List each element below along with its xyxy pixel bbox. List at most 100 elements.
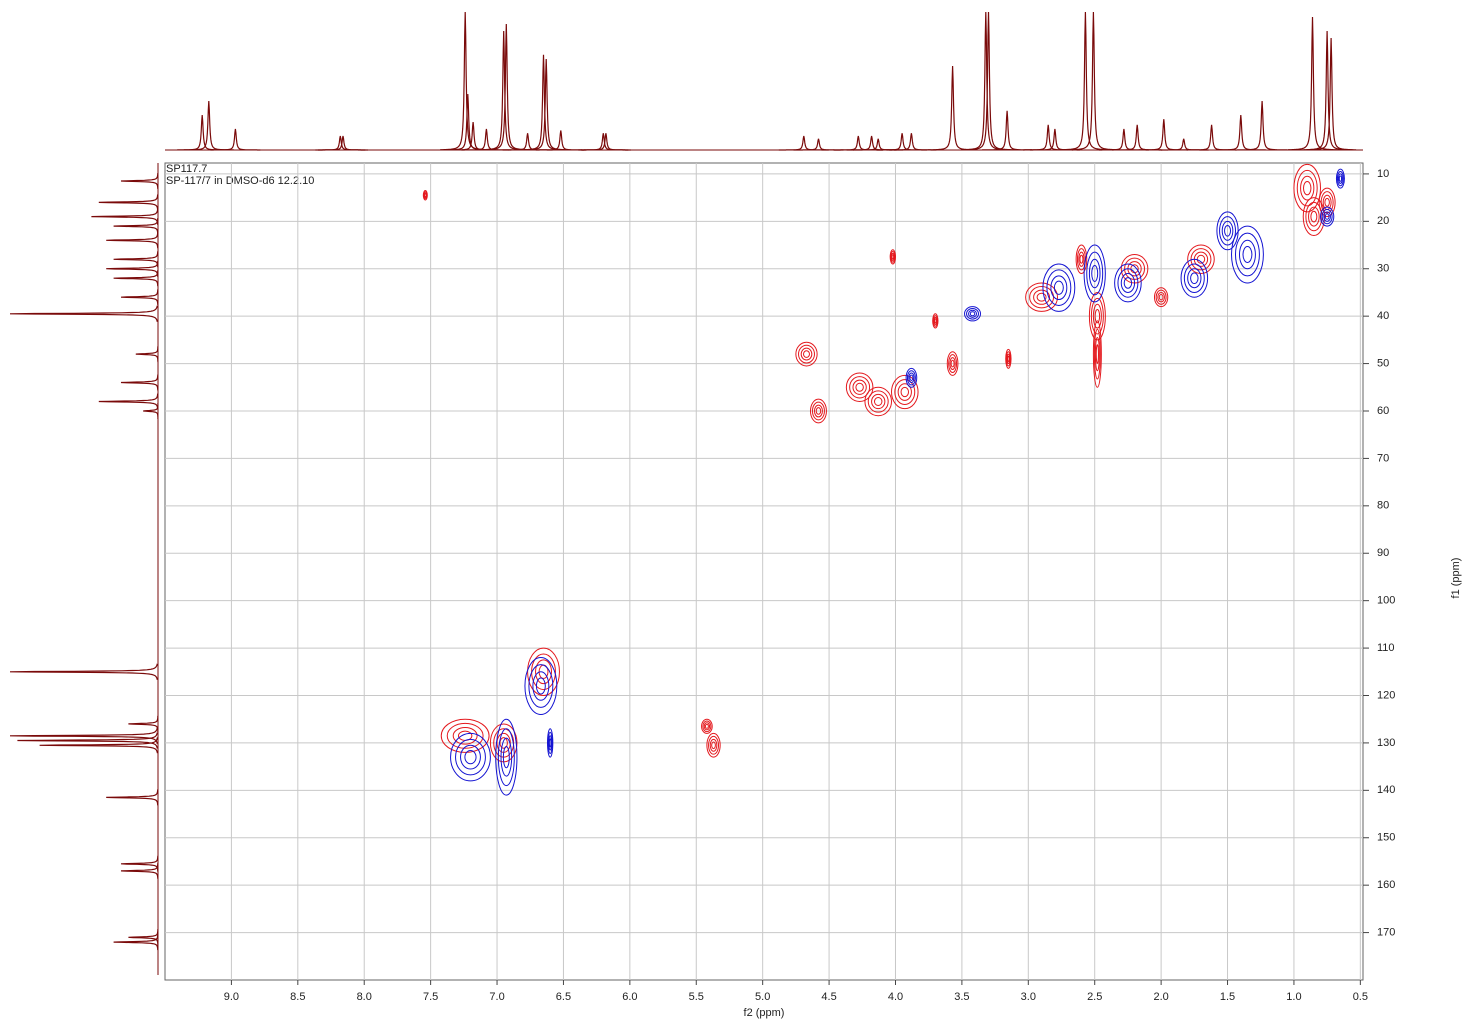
top-peak — [1306, 37, 1357, 151]
contour-peak — [891, 252, 895, 261]
top-peak — [1098, 128, 1149, 151]
x-tick-label: 3.5 — [954, 991, 969, 1003]
contour-peak — [811, 401, 825, 421]
contour-peak — [1078, 251, 1085, 267]
x-tick-label: 5.0 — [755, 991, 770, 1003]
contour-peak — [1302, 180, 1312, 196]
top-peak — [927, 65, 978, 151]
contour-peak — [711, 741, 716, 750]
contour-peak — [1300, 175, 1315, 201]
contour-peak — [1324, 197, 1330, 207]
contour-peak — [1093, 328, 1101, 380]
contour-peak — [709, 738, 718, 752]
contour-peak — [1086, 251, 1104, 296]
x-tick-label: 7.0 — [489, 991, 504, 1003]
x-tick-label: 6.0 — [622, 991, 637, 1003]
y-tick-label: 140 — [1377, 784, 1395, 796]
contour-peak — [703, 722, 711, 731]
contour-peak — [909, 374, 914, 381]
y-tick-label: 20 — [1377, 215, 1389, 227]
left-peak — [113, 934, 159, 951]
contour-peak — [1238, 239, 1256, 270]
left-peak — [17, 732, 158, 749]
left-peak — [143, 403, 159, 419]
x-tick-label: 4.0 — [888, 991, 903, 1003]
x-tick-label: 1.0 — [1286, 991, 1301, 1003]
contour-peak — [1323, 211, 1331, 222]
y-tick-label: 40 — [1377, 310, 1389, 322]
contour-peak — [1319, 206, 1335, 227]
contour-peak — [1187, 268, 1202, 289]
contour-peak — [1296, 169, 1318, 207]
x-tick-label: 3.0 — [1021, 991, 1036, 1003]
contour-peak — [867, 390, 889, 413]
left-peak — [113, 251, 159, 268]
top-peak — [521, 58, 572, 151]
x-tick-label: 5.5 — [689, 991, 704, 1003]
left-peak — [106, 789, 159, 806]
contour-peak — [706, 732, 721, 758]
contour-peak — [548, 738, 552, 748]
contour-peak — [1095, 344, 1099, 364]
contour-peak — [535, 659, 552, 685]
contour-peak — [1005, 351, 1011, 367]
x-tick-label: 2.5 — [1087, 991, 1102, 1003]
left-peak — [9, 305, 158, 322]
top-peak — [1023, 124, 1074, 151]
contour-peak — [548, 735, 552, 751]
contour-peak — [1293, 163, 1321, 213]
contour-peak — [1224, 224, 1232, 237]
contour-peak — [701, 718, 713, 734]
contour-peak — [908, 372, 915, 384]
contour-peak — [1042, 263, 1076, 312]
contour-peak — [502, 746, 510, 769]
contour-peak — [1231, 225, 1264, 284]
contour-peak — [889, 249, 896, 265]
contour-peak — [871, 393, 886, 410]
left-peak — [120, 855, 159, 872]
contour-peak — [440, 718, 490, 753]
x-tick-label: 8.5 — [290, 991, 305, 1003]
top-peak — [580, 133, 631, 151]
contour-peak — [1337, 173, 1343, 184]
contour-peak — [1321, 208, 1333, 225]
contour-peak — [1091, 265, 1099, 282]
x-tick-label: 4.5 — [821, 991, 836, 1003]
contour-peak — [1219, 216, 1236, 246]
y-tick-label: 150 — [1377, 832, 1395, 844]
contour-peak — [1302, 197, 1325, 237]
contour-peak — [1088, 258, 1101, 289]
contour-peak — [1320, 191, 1334, 214]
contour-peak — [800, 347, 813, 361]
top-peak — [535, 130, 586, 151]
contour-peak — [1242, 246, 1253, 263]
left-peak — [9, 663, 158, 680]
contour-peak — [891, 254, 895, 260]
contour-peak — [1007, 355, 1010, 362]
left-peak — [106, 260, 159, 277]
contour-peak — [1157, 291, 1165, 303]
contour-peak — [1336, 171, 1344, 187]
top-peak — [440, 11, 491, 151]
contour-peak — [1006, 353, 1011, 365]
contour-peak — [1190, 272, 1199, 285]
left-peak — [120, 289, 159, 306]
top-peak — [1060, 11, 1111, 151]
contour-peak — [464, 750, 477, 765]
contour-peak — [1318, 187, 1336, 218]
contour-peak — [1187, 244, 1215, 274]
contour-peak — [1114, 263, 1142, 303]
contour-peak — [1090, 297, 1104, 335]
top-peak — [1068, 11, 1119, 151]
contour-peak — [547, 728, 554, 758]
top-peak — [778, 135, 829, 151]
contour-peak — [894, 379, 916, 405]
contour-peak — [1221, 220, 1234, 241]
contour-peak — [1092, 320, 1102, 388]
contour-peak — [1050, 275, 1068, 301]
x-tick-label: 7.5 — [423, 991, 438, 1003]
contour-peak — [452, 727, 478, 745]
top-peak — [982, 110, 1033, 151]
left-peak — [91, 208, 159, 225]
